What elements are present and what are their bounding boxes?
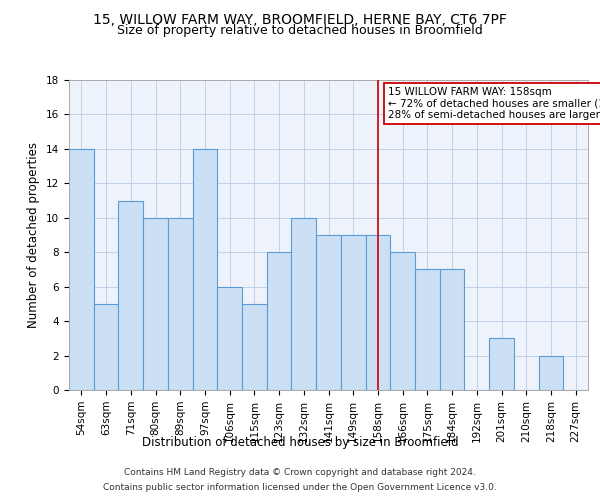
Bar xyxy=(168,218,193,390)
Text: 15, WILLOW FARM WAY, BROOMFIELD, HERNE BAY, CT6 7PF: 15, WILLOW FARM WAY, BROOMFIELD, HERNE B… xyxy=(93,12,507,26)
Bar xyxy=(539,356,563,390)
Text: Contains HM Land Registry data © Crown copyright and database right 2024.: Contains HM Land Registry data © Crown c… xyxy=(124,468,476,477)
Bar xyxy=(267,252,292,390)
Bar xyxy=(341,235,365,390)
Bar xyxy=(316,235,341,390)
Bar xyxy=(415,270,440,390)
Bar xyxy=(292,218,316,390)
Text: Distribution of detached houses by size in Broomfield: Distribution of detached houses by size … xyxy=(142,436,458,449)
Bar xyxy=(217,286,242,390)
Text: Size of property relative to detached houses in Broomfield: Size of property relative to detached ho… xyxy=(117,24,483,37)
Bar xyxy=(69,149,94,390)
Bar xyxy=(193,149,217,390)
Bar xyxy=(242,304,267,390)
Bar xyxy=(440,270,464,390)
Bar xyxy=(118,200,143,390)
Bar xyxy=(143,218,168,390)
Y-axis label: Number of detached properties: Number of detached properties xyxy=(28,142,40,328)
Bar xyxy=(390,252,415,390)
Bar xyxy=(94,304,118,390)
Bar xyxy=(365,235,390,390)
Text: 15 WILLOW FARM WAY: 158sqm
← 72% of detached houses are smaller (111)
28% of sem: 15 WILLOW FARM WAY: 158sqm ← 72% of deta… xyxy=(388,87,600,120)
Bar xyxy=(489,338,514,390)
Text: Contains public sector information licensed under the Open Government Licence v3: Contains public sector information licen… xyxy=(103,483,497,492)
